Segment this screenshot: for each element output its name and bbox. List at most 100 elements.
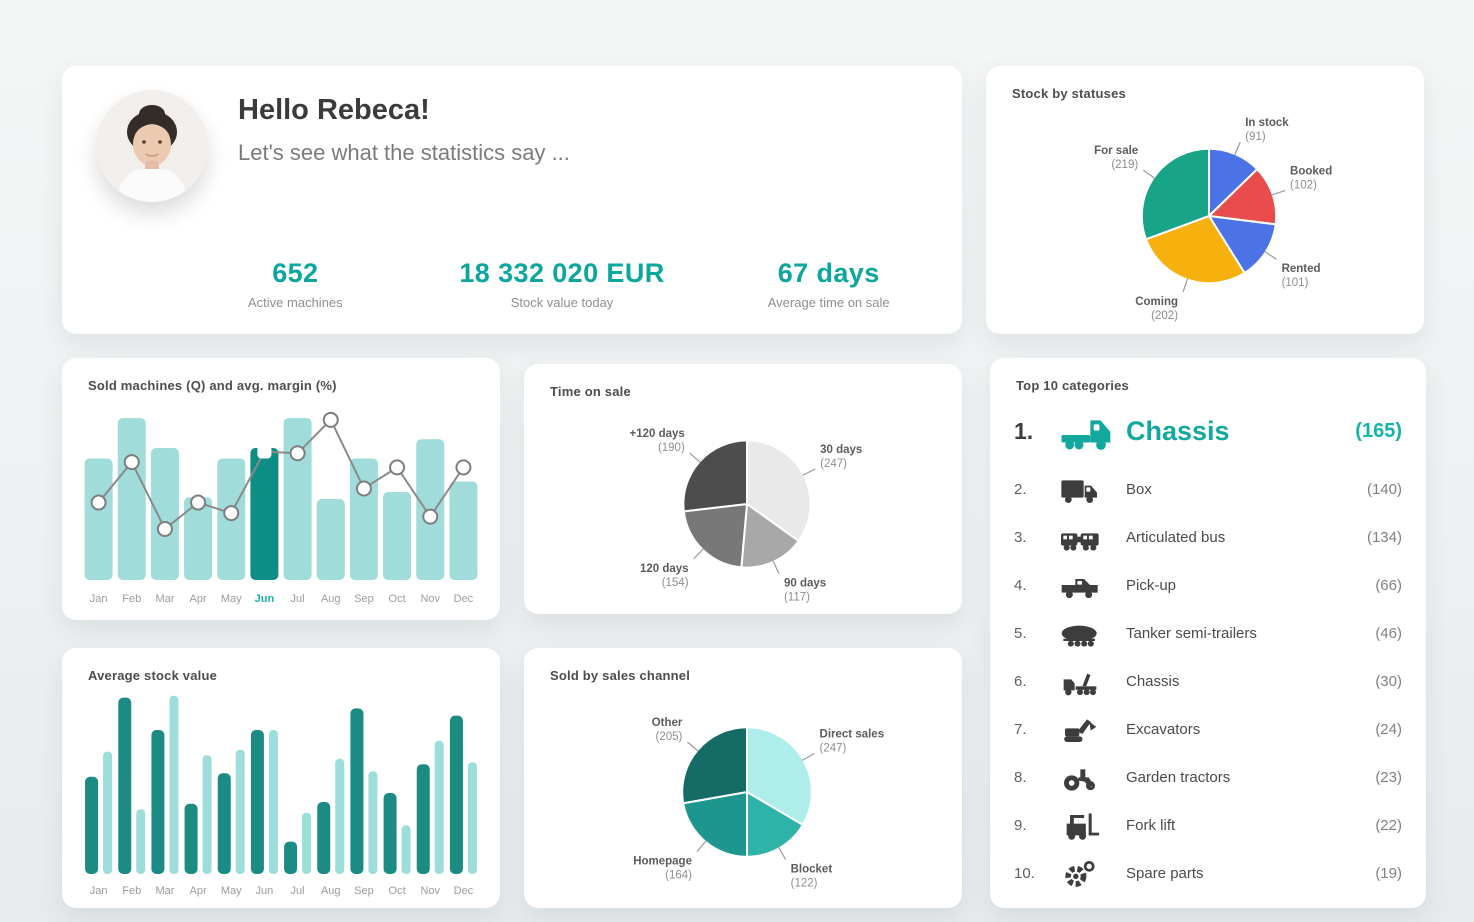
category-row[interactable]: 6. Chassis (30)	[1014, 660, 1402, 702]
greeting-title: Hello Rebeca!	[238, 94, 430, 126]
category-row[interactable]: 1. Chassis (165)	[1014, 400, 1402, 462]
category-label: Spare parts	[1126, 864, 1204, 882]
category-row[interactable]: 3. Articulated bus (134)	[1014, 516, 1402, 558]
svg-text:Rented: Rented	[1282, 263, 1321, 275]
svg-text:Jul: Jul	[291, 885, 305, 897]
time-on-sale-card: Time on sale 30 days (247) 90 days (117) 120…	[524, 364, 962, 614]
kpi-stat-label: Stock value today	[510, 295, 614, 310]
articulated-bus-icon	[1060, 522, 1126, 552]
category-label: Excavators	[1126, 720, 1201, 738]
category-label: Fork lift	[1126, 816, 1176, 834]
kpi-stat-label: Average time on sale	[767, 295, 890, 310]
excavator-icon	[1060, 714, 1126, 744]
box-truck-icon	[1060, 474, 1126, 504]
svg-text:Coming: Coming	[1135, 296, 1178, 308]
svg-text:+120 days: +120 days	[629, 428, 684, 440]
svg-text:May: May	[221, 885, 242, 897]
svg-text:Aug: Aug	[321, 885, 341, 897]
svg-text:For sale: For sale	[1094, 145, 1138, 157]
svg-text:(154): (154)	[662, 577, 689, 589]
category-row[interactable]: 2. Box (140)	[1014, 468, 1402, 510]
forklift-icon	[1060, 810, 1126, 840]
kpi-stats-row: 652 Active machines 18 332 020 EUR Stock va…	[162, 258, 962, 310]
category-label: Chassis	[1126, 672, 1180, 690]
kpi-stat-value: 652	[272, 258, 319, 288]
category-rank: 7.	[1014, 720, 1027, 738]
category-rank: 6.	[1014, 672, 1027, 690]
svg-text:Jan: Jan	[90, 593, 108, 605]
top-categories-card: Top 10 categories 1. Chassis (165) 2. Box (14…	[990, 358, 1426, 908]
svg-text:May: May	[221, 593, 242, 605]
sold-machines-card: Sold machines (Q) and avg. margin (%) Ja…	[62, 358, 500, 620]
svg-text:Mar: Mar	[155, 593, 174, 605]
svg-text:Dec: Dec	[454, 885, 474, 897]
kpi-stat-value: 67 days	[777, 258, 880, 288]
stock-by-statuses-card: Stock by statuses In stock (91) Booked (102…	[986, 66, 1424, 334]
svg-text:Sep: Sep	[354, 885, 374, 897]
garden-tractor-icon	[1060, 762, 1126, 792]
svg-text:Nov: Nov	[420, 885, 440, 897]
svg-text:Other: Other	[652, 717, 683, 729]
top-categories-title: Top 10 categories	[1016, 378, 1129, 393]
category-label: Articulated bus	[1126, 528, 1226, 546]
svg-text:Mar: Mar	[155, 885, 174, 897]
category-count: (24)	[1375, 720, 1402, 738]
svg-text:(247): (247)	[820, 742, 847, 754]
category-count: (134)	[1366, 528, 1402, 546]
stock-by-statuses-pie-chart[interactable]: In stock (91) Booked (102) Rented (101) Coming…	[986, 102, 1424, 326]
spare-parts-icon	[1060, 858, 1126, 888]
category-row[interactable]: 8. Garden tractors (23)	[1014, 756, 1402, 798]
category-count: (165)	[1355, 419, 1402, 442]
category-row[interactable]: 4. Pick-up (66)	[1014, 564, 1402, 606]
category-rank: 2.	[1014, 480, 1027, 498]
category-row[interactable]: 9. Fork lift (22)	[1014, 804, 1402, 846]
svg-text:Oct: Oct	[389, 885, 406, 897]
tanker-icon	[1060, 618, 1126, 648]
svg-text:Jun: Jun	[255, 593, 275, 605]
avatar	[96, 90, 208, 202]
svg-text:(202): (202)	[1151, 310, 1178, 322]
category-label: Box	[1126, 480, 1152, 498]
sold-by-sales-channel-pie-chart[interactable]: Direct sales (247) Blocket (122) Homepage (16…	[524, 682, 962, 898]
category-rank: 4.	[1014, 576, 1027, 594]
category-row[interactable]: 5. Tanker semi-trailers (46)	[1014, 612, 1402, 654]
category-row[interactable]: 7. Excavators (24)	[1014, 708, 1402, 750]
svg-text:Dec: Dec	[454, 593, 474, 605]
svg-text:120 days: 120 days	[640, 563, 689, 575]
chassis-truck-icon	[1060, 666, 1126, 696]
category-label: Chassis	[1126, 415, 1230, 446]
category-row[interactable]: 10. Spare parts (19)	[1014, 852, 1402, 894]
svg-text:(205): (205)	[656, 731, 683, 743]
svg-text:Jun: Jun	[256, 885, 274, 897]
kpi-stat: 67 days Average time on sale	[695, 258, 962, 310]
svg-text:(247): (247)	[820, 458, 847, 470]
svg-text:Booked: Booked	[1290, 166, 1332, 178]
sold-machines-combo-chart[interactable]: Jan Feb Mar Apr May Jun Jul Aug Sep Oct Nov Dec	[62, 392, 500, 614]
greeting-subtitle: Let's see what the statistics say ...	[238, 140, 570, 165]
semi-truck-icon	[1060, 411, 1126, 451]
sold-by-sales-channel-card: Sold by sales channel Direct sales (247) B…	[524, 648, 962, 908]
top-categories-list: 1. Chassis (165) 2. Box (140) 3. Articulated bu…	[1014, 400, 1402, 894]
average-stock-value-bar-chart[interactable]: Jan Feb Mar Apr May Jun Jul Aug Sep Oct Nov Dec	[62, 680, 500, 902]
svg-text:Blocket: Blocket	[791, 864, 833, 876]
svg-text:Direct sales: Direct sales	[820, 728, 885, 740]
svg-text:(190): (190)	[658, 442, 685, 454]
category-label: Tanker semi-trailers	[1126, 624, 1257, 642]
chart-title: Average stock value	[88, 668, 218, 683]
svg-text:Apr: Apr	[190, 885, 207, 897]
time-on-sale-pie-chart[interactable]: 30 days (247) 90 days (117) 120 days (154) +12…	[524, 396, 962, 608]
category-rank: 9.	[1014, 816, 1027, 834]
average-stock-value-card: Average stock value Jan Feb Mar Apr May Jun Ju…	[62, 648, 500, 908]
kpi-stat-label: Active machines	[248, 295, 343, 310]
category-label: Pick-up	[1126, 576, 1177, 594]
category-count: (46)	[1375, 624, 1402, 642]
category-count: (19)	[1375, 864, 1402, 882]
svg-text:In stock: In stock	[1245, 117, 1289, 129]
category-count: (22)	[1375, 816, 1402, 834]
svg-text:Aug: Aug	[321, 593, 341, 605]
category-rank: 1.	[1014, 417, 1034, 444]
chart-title: Sold machines (Q) and avg. margin (%)	[88, 378, 337, 393]
greeting-card: Hello Rebeca! Let's see what the statist…	[62, 66, 962, 334]
svg-text:Nov: Nov	[420, 593, 440, 605]
